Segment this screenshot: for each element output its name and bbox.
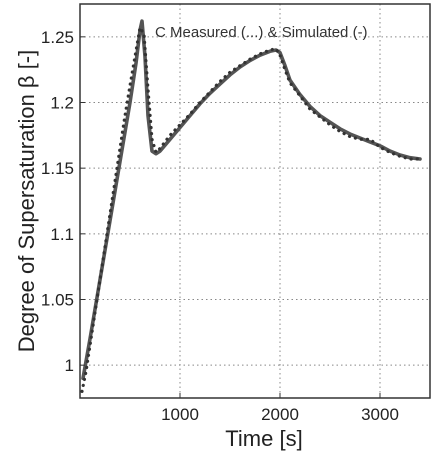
series-layer — [80, 19, 422, 393]
y-tick-label-5: 1.25 — [41, 28, 74, 47]
y-tick-label-1: 1.05 — [41, 291, 74, 310]
y-tick-label-2: 1.1 — [50, 225, 74, 244]
x-axis-label: Time [s] — [225, 426, 302, 451]
y-tick-label-0: 1 — [65, 356, 74, 375]
y-axis-label: Degree of Supersaturation β [-] — [14, 50, 39, 352]
series-line-dotted — [80, 26, 422, 393]
y-tick-label-4: 1.2 — [50, 94, 74, 113]
x-tick-label-2: 3000 — [361, 405, 399, 424]
plot-frame — [79, 3, 431, 399]
plot-background — [80, 4, 430, 398]
ticks: 1000 2000 3000 1 1.05 1.1 1.15 1.2 1.25 — [41, 28, 399, 424]
chart-annotation: C Measured (...) & Simulated (-) — [155, 24, 368, 41]
x-tick-label-1: 2000 — [261, 405, 299, 424]
y-tick-label-3: 1.15 — [41, 159, 74, 178]
x-tick-label-0: 1000 — [161, 405, 199, 424]
